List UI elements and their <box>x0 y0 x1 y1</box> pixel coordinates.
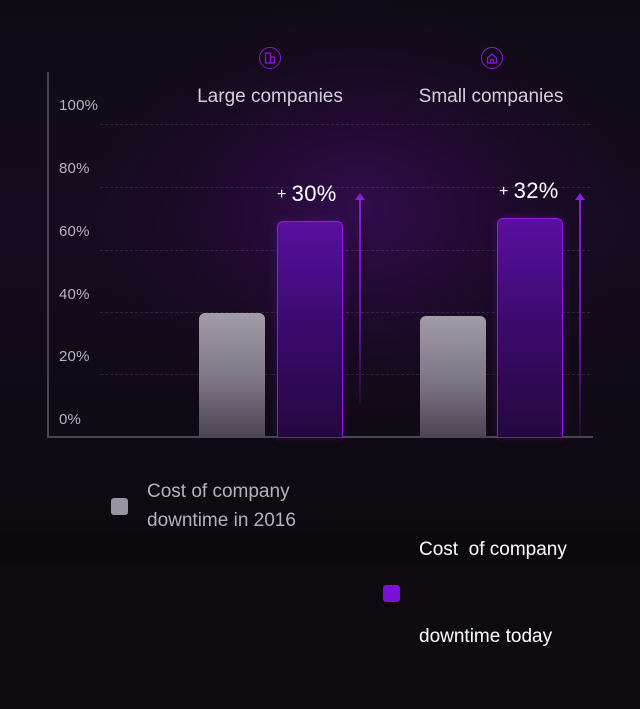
y-axis-line <box>47 72 49 438</box>
y-tick-20: 20% <box>59 348 90 365</box>
legend-text: Cost of company downtime in 2016 <box>147 481 296 531</box>
gridline-100 <box>100 124 590 125</box>
arrow-up-icon <box>575 193 585 437</box>
building-icon <box>259 47 281 69</box>
arrow-up-icon <box>355 193 365 403</box>
legend-text: Cost of company downtime today <box>419 539 567 647</box>
legend-item-2016: Cost of company downtime in 2016 <box>111 477 296 535</box>
delta-sign: + <box>499 183 509 200</box>
bar-large-today <box>277 221 343 437</box>
delta-value: 32% <box>513 178 559 203</box>
gridline-20 <box>100 374 590 375</box>
category-title-small: Small companies <box>418 86 564 107</box>
bar-chart: 100% 80% 60% 40% 20% 0% Large companies … <box>47 47 593 647</box>
bar-large-2016 <box>199 313 265 437</box>
y-tick-40: 40% <box>59 286 90 303</box>
delta-label-small: +32% <box>499 178 559 204</box>
bar-small-2016 <box>420 316 486 437</box>
category-title-large: Large companies <box>197 86 343 107</box>
legend-swatch-gray <box>111 497 128 515</box>
delta-label-large: +30% <box>277 181 337 207</box>
delta-sign: + <box>277 186 287 203</box>
house-icon <box>481 47 503 69</box>
delta-value: 30% <box>291 181 337 206</box>
gridline-60 <box>100 250 590 251</box>
bar-small-today <box>497 218 563 437</box>
gridline-40 <box>100 312 590 313</box>
y-tick-80: 80% <box>59 160 90 177</box>
x-axis-line <box>47 436 593 438</box>
legend-item-today: Cost of company downtime today <box>383 477 567 709</box>
y-tick-100: 100% <box>59 97 99 114</box>
y-tick-0: 0% <box>59 411 82 428</box>
gridline-80 <box>100 187 590 188</box>
y-tick-60: 60% <box>59 223 90 240</box>
legend-swatch-purple <box>383 584 400 602</box>
